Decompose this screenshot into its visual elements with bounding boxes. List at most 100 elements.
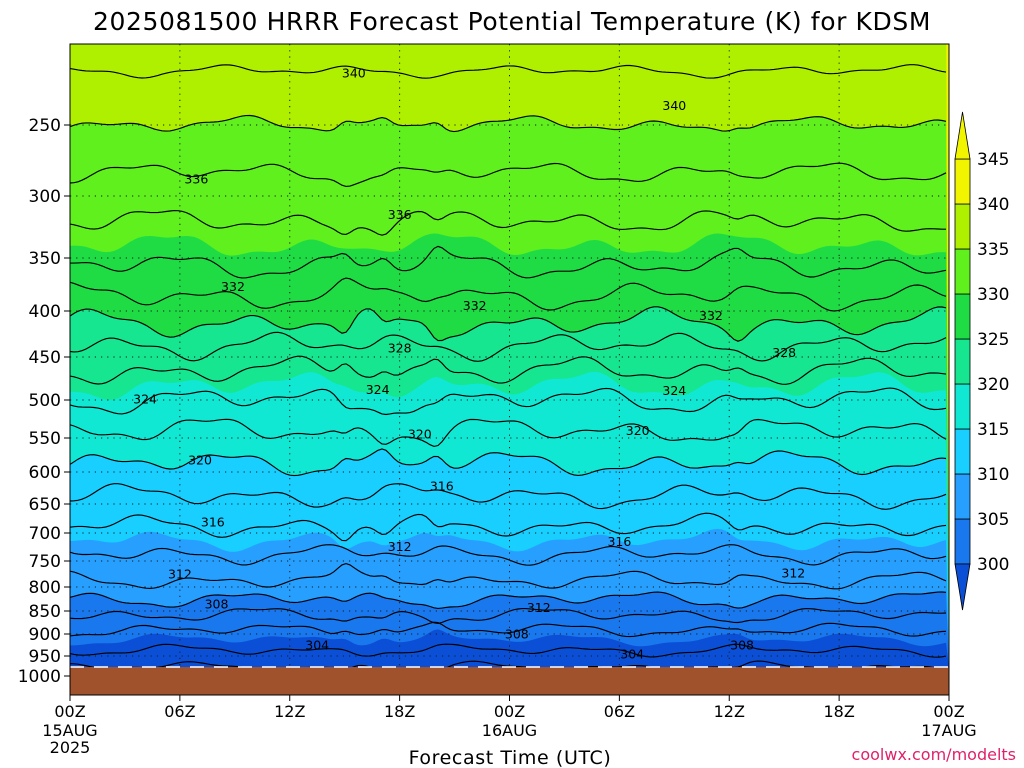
- colorbar-bottom-arrow: [954, 563, 971, 611]
- contour-label: 324: [133, 392, 157, 407]
- colorbar: 300 305 310 315 320 325 330 335 340 345: [954, 111, 1009, 611]
- contour-line: [70, 591, 947, 609]
- colorbar-swatch: [954, 158, 971, 205]
- contour-label: 312: [527, 600, 551, 615]
- contour-line: [70, 448, 947, 477]
- colorbar-label: 310: [977, 465, 1009, 485]
- grid-lines: [70, 44, 949, 667]
- contour-line: [70, 210, 946, 236]
- y-tick-label: 1000: [18, 667, 61, 687]
- contour-label: 324: [662, 383, 686, 398]
- colorbar-label: 335: [977, 240, 1009, 260]
- contour-label: 308: [730, 638, 754, 653]
- contour-label: 312: [781, 565, 805, 580]
- y-tick-label: 750: [29, 552, 61, 572]
- contour-label: 332: [699, 308, 723, 323]
- color-bands: [70, 44, 949, 667]
- x-tick-label: 12Z: [714, 702, 745, 721]
- colorbar-top-arrow: [954, 111, 971, 160]
- contour-labels: 340 340 336 336 332 332 332 328 328 324 324 324 320 3…: [133, 66, 805, 662]
- contour-line: [70, 418, 947, 448]
- contour-label: 308: [205, 596, 229, 611]
- y-axis: 250 300 350 400 450 500 550 600 650 700 750 800 850 9…: [18, 116, 70, 687]
- surface-fill: [70, 667, 949, 695]
- colorbar-swatch: [954, 428, 971, 475]
- chart-title: 2025081500 HRRR Forecast Potential Tempe…: [93, 7, 931, 36]
- contour-label: 316: [201, 514, 225, 529]
- y-tick-label: 250: [29, 116, 61, 136]
- y-tick-label: 400: [29, 302, 61, 322]
- contour-line: [70, 512, 947, 542]
- colorbar-label: 330: [977, 285, 1009, 305]
- x-tick-sublabel: 17AUG: [921, 721, 976, 740]
- y-tick-label: 950: [29, 647, 61, 667]
- colorbar-label: 340: [977, 195, 1009, 215]
- contour-label: 332: [463, 298, 487, 313]
- y-tick-label: 350: [29, 249, 61, 269]
- contour-label: 332: [221, 279, 245, 294]
- contour-label: 304: [620, 646, 644, 661]
- contour-label: 324: [366, 382, 390, 397]
- contour-label: 328: [772, 345, 796, 360]
- colorbar-label: 300: [977, 555, 1009, 575]
- contour-line: [70, 277, 947, 312]
- x-axis-label: Forecast Time (UTC): [409, 747, 612, 768]
- contour-line: [70, 562, 947, 590]
- colorbar-swatch: [954, 203, 971, 250]
- surface-layer: [70, 666, 949, 695]
- contour-label: 336: [388, 207, 412, 222]
- contour-line: [70, 387, 947, 416]
- x-tick-label: 12Z: [274, 702, 305, 721]
- y-tick-label: 550: [29, 429, 61, 449]
- colorbar-label: 320: [977, 375, 1009, 395]
- credit-text: coolwx.com/modelts: [852, 745, 1016, 764]
- contour-line: [70, 331, 947, 362]
- x-tick-label: 18Z: [384, 702, 415, 721]
- contour-label: 312: [388, 539, 412, 554]
- y-tick-label: 800: [29, 578, 61, 598]
- plot-area: 340 340 336 336 332 332 332 328 328 324 324 324 320 3…: [70, 44, 949, 695]
- y-tick-label: 850: [29, 602, 61, 622]
- y-tick-label: 600: [29, 463, 61, 483]
- colorbar-swatch: [954, 518, 971, 565]
- y-tick-label: 450: [29, 348, 61, 368]
- colorbar-label: 315: [977, 420, 1009, 440]
- contour-line: [70, 306, 947, 342]
- x-tick-sublabel: 2025: [50, 738, 91, 757]
- colorbar-swatch: [954, 473, 971, 520]
- y-tick-label: 900: [29, 625, 61, 645]
- y-tick-label: 300: [29, 187, 61, 207]
- contour-line: [70, 621, 947, 638]
- contour-line: [70, 114, 947, 133]
- contour-label: 312: [168, 567, 192, 582]
- contour-label: 320: [408, 427, 432, 442]
- colorbar-swatch: [954, 383, 971, 430]
- colorbar-label: 305: [977, 510, 1009, 530]
- contour-label: 340: [662, 98, 686, 113]
- contour-line: [70, 608, 947, 624]
- colorbar-swatch: [954, 248, 971, 295]
- colorbar-label: 345: [977, 150, 1009, 170]
- x-tick-label: 06Z: [604, 702, 635, 721]
- contour-line: [70, 64, 947, 79]
- contour-label: 316: [607, 534, 631, 549]
- x-tick-label: 00Z: [54, 702, 85, 721]
- contour-label: 308: [505, 627, 529, 642]
- y-tick-label: 650: [29, 495, 61, 515]
- contour-line: [70, 355, 947, 385]
- contour-line: [70, 162, 947, 187]
- contour-line: [70, 245, 947, 279]
- contour-label: 316: [430, 479, 454, 494]
- y-tick-label: 700: [29, 524, 61, 544]
- contour-label: 336: [184, 171, 208, 186]
- contour-label: 320: [188, 452, 212, 467]
- x-tick-label: 00Z: [494, 702, 525, 721]
- band-fill: [70, 629, 949, 667]
- colorbar-swatch: [954, 338, 971, 385]
- x-tick-sublabel: 16AUG: [482, 721, 537, 740]
- contour-line: [70, 544, 947, 566]
- contour-lines: [70, 64, 947, 674]
- contour-line: [70, 483, 947, 510]
- contour-label: 320: [626, 423, 650, 438]
